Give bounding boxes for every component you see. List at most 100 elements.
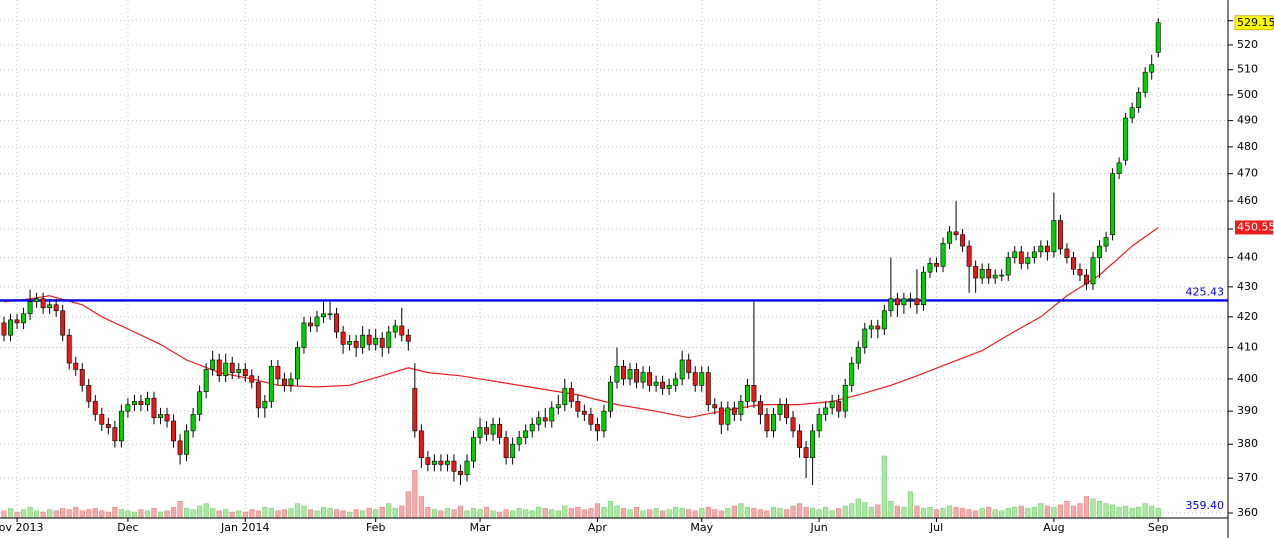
volume-bar — [523, 509, 529, 519]
candle-body — [1116, 162, 1122, 174]
candle-body — [203, 369, 209, 393]
volume-bar — [777, 508, 783, 519]
candle-body — [601, 410, 607, 432]
y-tick-label: 520 — [1237, 38, 1258, 51]
volume-bar — [373, 509, 379, 519]
candle-body — [321, 313, 326, 318]
volume-bar — [66, 509, 72, 519]
x-tick-label: Apr — [588, 521, 608, 534]
volume-bar — [653, 508, 659, 519]
candle-body — [99, 414, 105, 425]
volume-bar — [836, 508, 842, 519]
y-tick-label: 360 — [1237, 506, 1258, 519]
volume-bar — [151, 508, 157, 519]
volume-bar — [992, 509, 998, 519]
candle-body — [647, 372, 653, 386]
volume-bar — [99, 510, 105, 519]
candle-body — [1044, 245, 1050, 253]
volume-bar — [379, 506, 385, 519]
candle-body — [1110, 173, 1116, 235]
volume-bar — [646, 509, 653, 519]
candle-body — [868, 325, 874, 330]
volume-bar — [464, 510, 470, 519]
volume-bar — [177, 501, 183, 519]
candle-body — [379, 337, 385, 348]
candle-body — [412, 388, 418, 432]
candle-body — [888, 298, 894, 312]
volume-bar — [1096, 501, 1103, 519]
volume-bar — [699, 508, 705, 519]
candle-body — [823, 407, 829, 415]
volume-bar — [40, 511, 46, 519]
volume-bar — [1, 510, 7, 519]
candle-body — [47, 304, 53, 309]
y-tick-label: 430 — [1237, 280, 1258, 293]
candle-body — [1051, 220, 1057, 253]
volume-bar — [673, 506, 679, 519]
candle-body — [953, 231, 959, 235]
y-tick-label: 380 — [1237, 437, 1258, 450]
candle-body — [921, 271, 926, 306]
candle-body — [360, 334, 366, 348]
x-tick-label: Nov 2013 — [0, 521, 44, 534]
volume-bar — [157, 511, 164, 519]
candle-body — [947, 231, 953, 244]
volume-bar — [783, 509, 790, 519]
volume-bar — [20, 509, 27, 519]
volume-bar — [86, 509, 92, 519]
candle-body — [614, 365, 620, 383]
volume-bar — [581, 509, 587, 519]
candle-body — [862, 328, 868, 348]
volume-bar — [1109, 504, 1116, 519]
candle-body — [784, 404, 789, 418]
volume-bar — [288, 508, 294, 519]
candle-body — [1012, 251, 1018, 258]
candle-body — [497, 423, 503, 438]
volume-bar — [470, 508, 477, 519]
volume-bar — [1149, 505, 1155, 519]
volume-bar — [718, 510, 724, 519]
candle-body — [568, 388, 574, 402]
candle-body — [1123, 117, 1129, 161]
candle-body — [471, 437, 476, 462]
candle-body — [151, 397, 157, 418]
volume-bar — [399, 505, 405, 519]
volume-bar — [183, 508, 190, 519]
candle-body — [960, 234, 966, 247]
volume-bar — [236, 510, 242, 519]
candle-body — [803, 447, 809, 458]
volume-bar — [633, 506, 640, 519]
volume-bar — [849, 503, 855, 519]
volume-bar — [959, 508, 966, 519]
candle-body — [901, 298, 907, 306]
volume-bar — [829, 510, 835, 519]
volume-bar — [53, 510, 59, 519]
volume-bar — [1064, 501, 1070, 519]
candle-body — [536, 417, 542, 425]
volume-bar — [764, 510, 770, 519]
volume-bar — [640, 510, 646, 519]
candle-body — [594, 423, 600, 432]
volume-bar — [451, 509, 457, 519]
candle-body — [836, 401, 842, 412]
volume-bar — [418, 496, 424, 519]
volume-bar — [946, 505, 953, 519]
volume-bar — [112, 506, 118, 519]
volume-bar — [810, 508, 816, 519]
volume-bar — [223, 509, 229, 519]
candle-body — [399, 325, 405, 336]
candle-body — [184, 430, 190, 455]
volume-bar — [503, 509, 509, 519]
candle-body — [777, 404, 783, 415]
volume-bar — [405, 491, 411, 519]
volume-bar — [770, 506, 777, 519]
candle-body — [523, 430, 529, 438]
volume-bar — [679, 508, 685, 519]
volume-bar — [803, 506, 809, 519]
candle-body — [738, 401, 744, 415]
candle-body — [686, 359, 692, 373]
volume-bar — [386, 503, 392, 519]
volume-bar — [542, 508, 548, 519]
